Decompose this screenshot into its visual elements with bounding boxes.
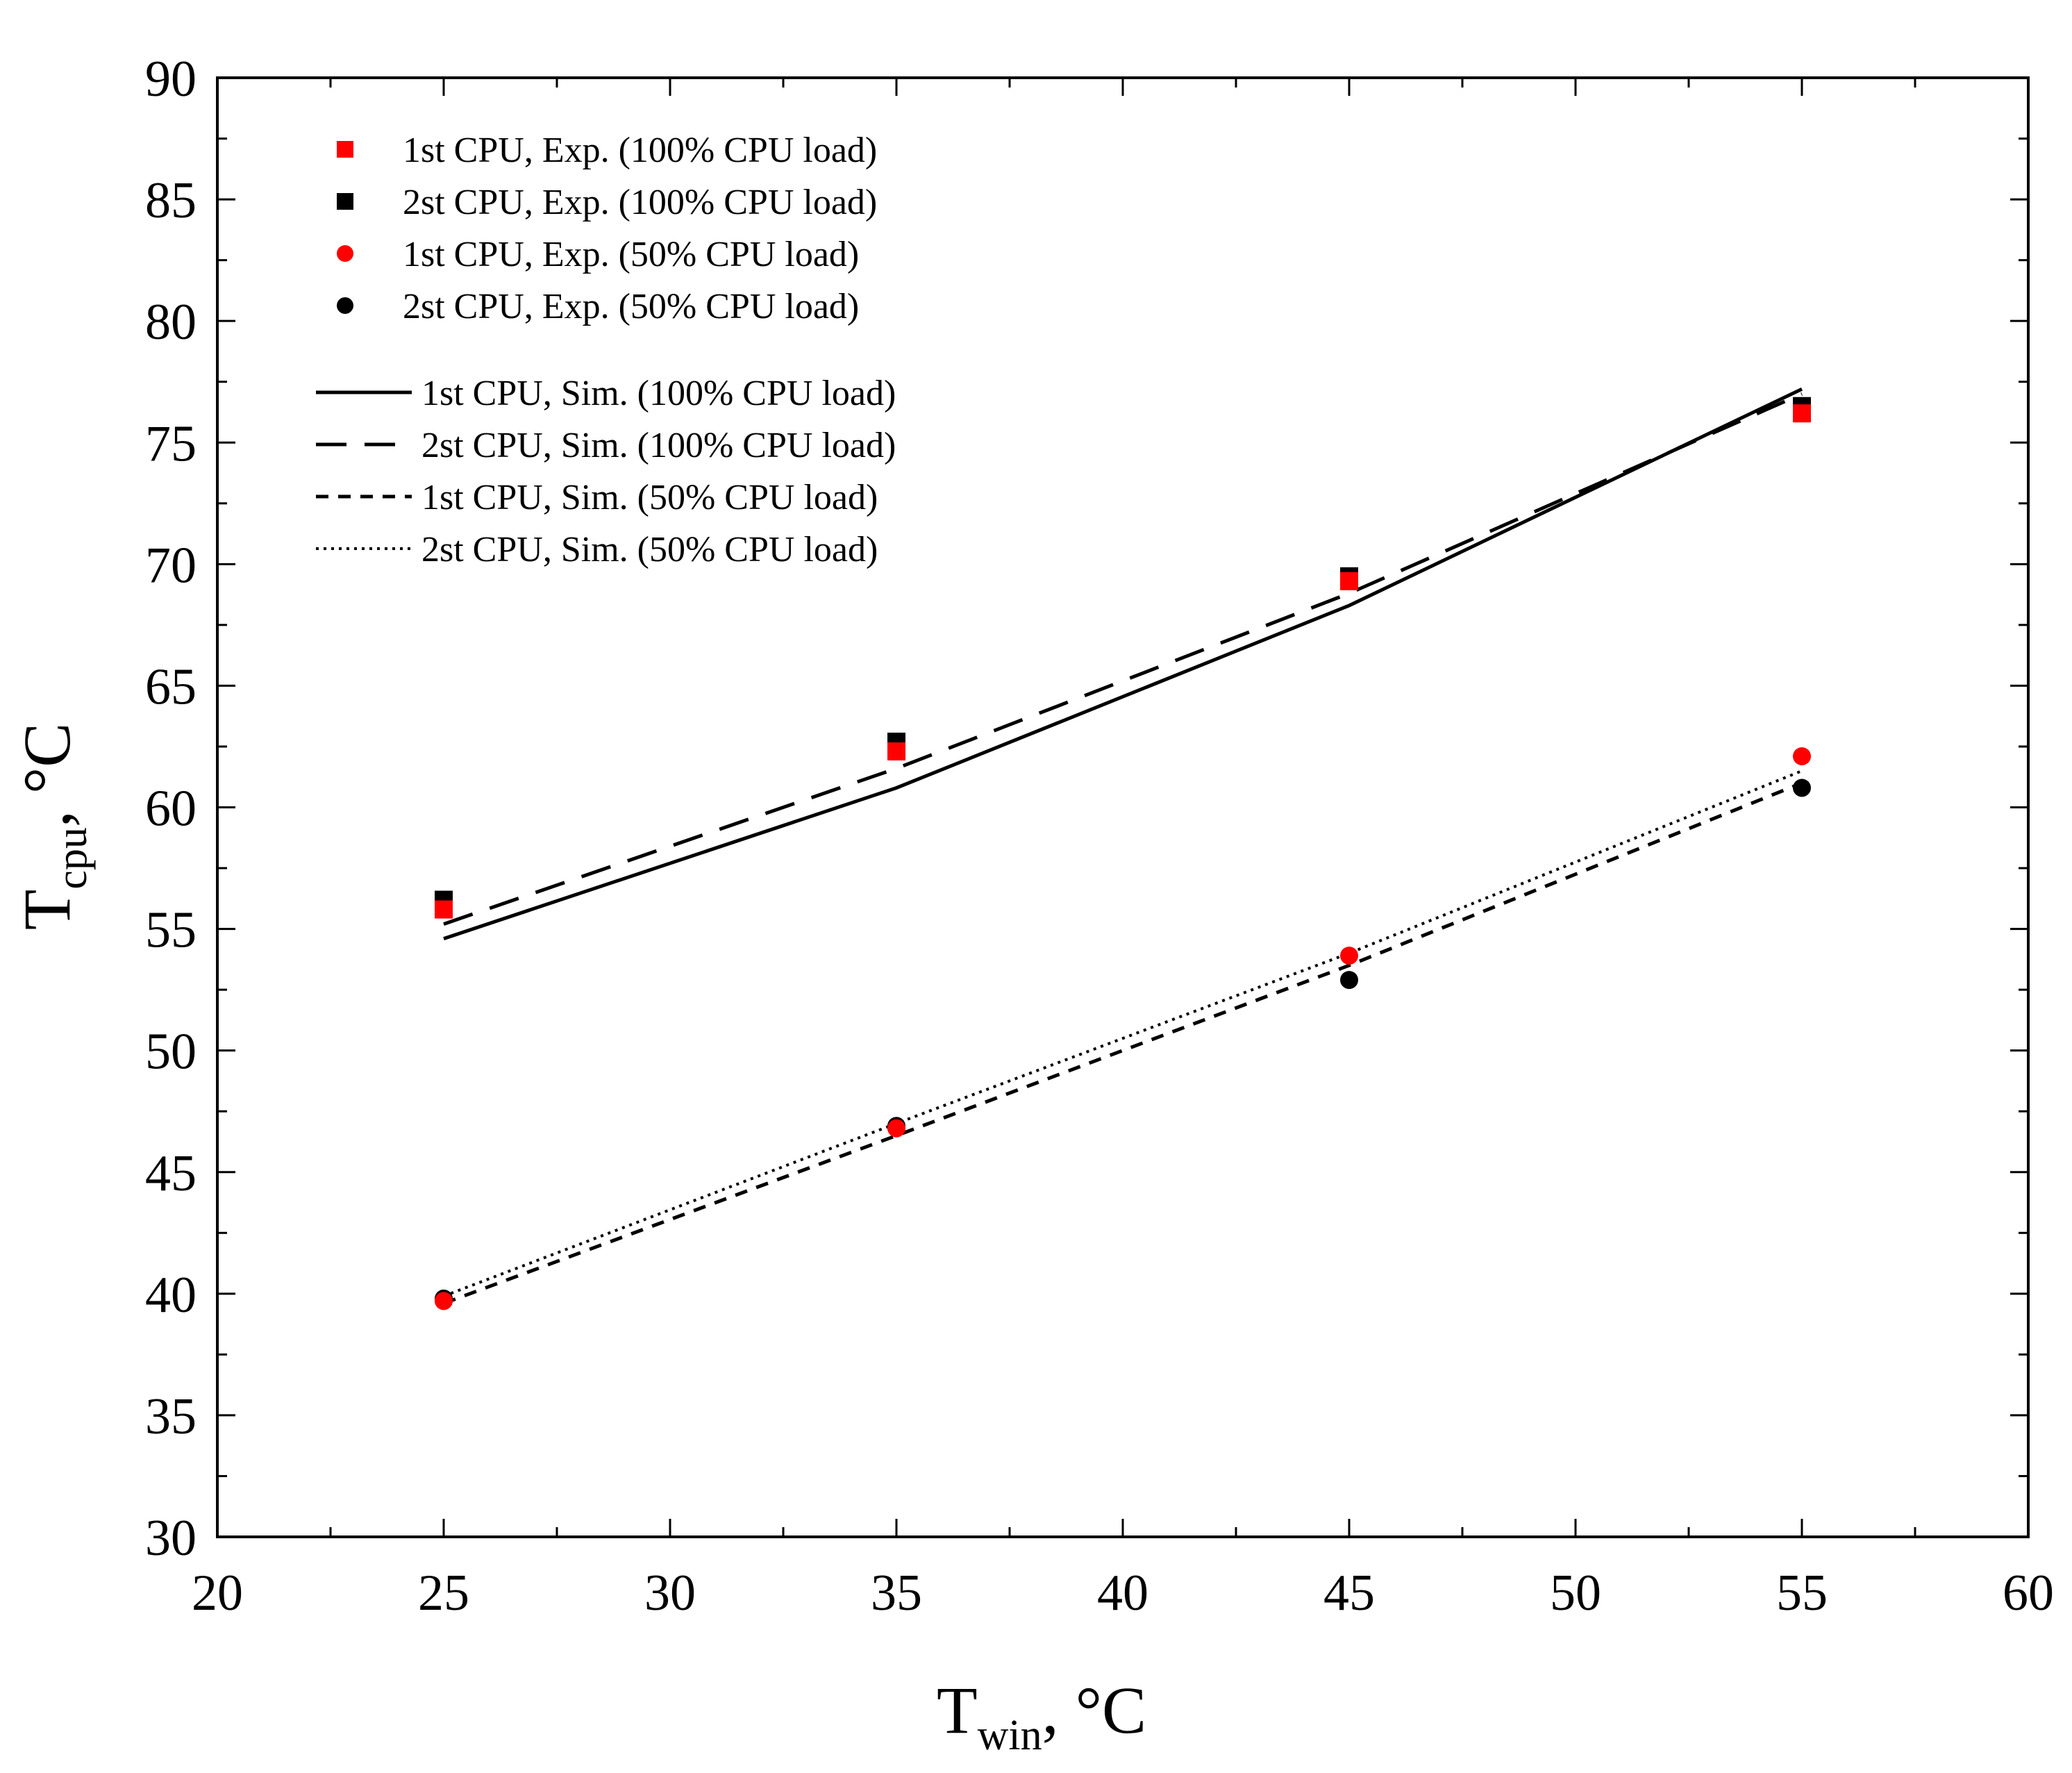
legend-label: 1st CPU, Sim. (100% CPU load) [421, 374, 896, 413]
y-tick-label: 50 [145, 1024, 197, 1081]
legend: 1st CPU, Exp. (100% CPU load) 2st CPU, Ex… [316, 131, 896, 569]
axes: 20 25 30 35 40 45 50 55 60 30 35 40 45 50 55 60 65 70 75 80… [145, 51, 2054, 1622]
data-point [887, 1119, 905, 1138]
y-tick-label: 35 [145, 1388, 197, 1445]
data-point [887, 742, 905, 760]
series-line-3 [443, 781, 1803, 1306]
legend-label: 2st CPU, Exp. (100% CPU load) [403, 183, 877, 222]
y-tick-label: 75 [145, 415, 197, 472]
data-point [1793, 747, 1811, 765]
y-tick-label: 55 [145, 902, 197, 959]
y-axis-title-sub: cpu [49, 827, 96, 890]
legend-marker [337, 193, 353, 210]
legend-label: 2st CPU, Sim. (50% CPU load) [421, 530, 878, 569]
legend-marker [337, 297, 353, 314]
legend-label: 2st CPU, Sim. (100% CPU load) [421, 426, 896, 465]
x-tick-label: 25 [418, 1565, 469, 1622]
y-tick-label: 70 [145, 537, 197, 594]
x-tick-label: 20 [192, 1565, 243, 1622]
x-axis-title-unit: , °C [1042, 1673, 1146, 1747]
x-tick-label: 35 [871, 1565, 922, 1622]
y-tick-label: 30 [145, 1510, 197, 1567]
legend-marker [337, 141, 353, 158]
x-tick-label: 45 [1323, 1565, 1375, 1622]
legend-label: 1st CPU, Exp. (50% CPU load) [403, 235, 859, 274]
y-axis-title-main: T [10, 890, 84, 931]
x-tick-label: 30 [644, 1565, 696, 1622]
data-point [435, 1292, 453, 1310]
x-tick-label: 40 [1097, 1565, 1148, 1622]
legend-marker [337, 245, 353, 262]
y-tick-label: 60 [145, 781, 197, 838]
x-tick-label: 60 [2003, 1565, 2054, 1622]
x-axis-title-main: T [937, 1673, 978, 1747]
legend-label: 1st CPU, Exp. (100% CPU load) [403, 131, 877, 170]
axis-titles: Twin, °C Tcpu, °C [10, 723, 1146, 1759]
y-tick-label: 80 [145, 294, 197, 351]
data-point [435, 900, 453, 919]
y-tick-label: 85 [145, 172, 197, 229]
data-point [1340, 572, 1358, 590]
y-axis-title: Tcpu, °C [10, 723, 96, 931]
y-tick-label: 65 [145, 658, 197, 715]
data-point [1793, 404, 1811, 423]
x-tick-label: 55 [1776, 1565, 1828, 1622]
x-tick-label: 50 [1550, 1565, 1601, 1622]
y-axis-title-unit: , °C [10, 723, 84, 827]
series-line-4 [443, 769, 1803, 1298]
legend-label: 2st CPU, Exp. (50% CPU load) [403, 287, 859, 326]
data-series [435, 387, 1811, 1310]
y-tick-label: 90 [145, 51, 197, 108]
data-point [1793, 779, 1811, 797]
data-point [1340, 971, 1358, 990]
y-tick-label: 40 [145, 1267, 197, 1324]
x-axis-title-sub: win [978, 1712, 1042, 1759]
legend-label: 1st CPU, Sim. (50% CPU load) [421, 478, 878, 517]
data-point [1340, 947, 1358, 965]
series-line-1 [443, 387, 1803, 940]
series-line-2 [443, 392, 1803, 926]
y-tick-label: 45 [145, 1145, 197, 1202]
x-axis-title: Twin, °C [937, 1673, 1146, 1759]
